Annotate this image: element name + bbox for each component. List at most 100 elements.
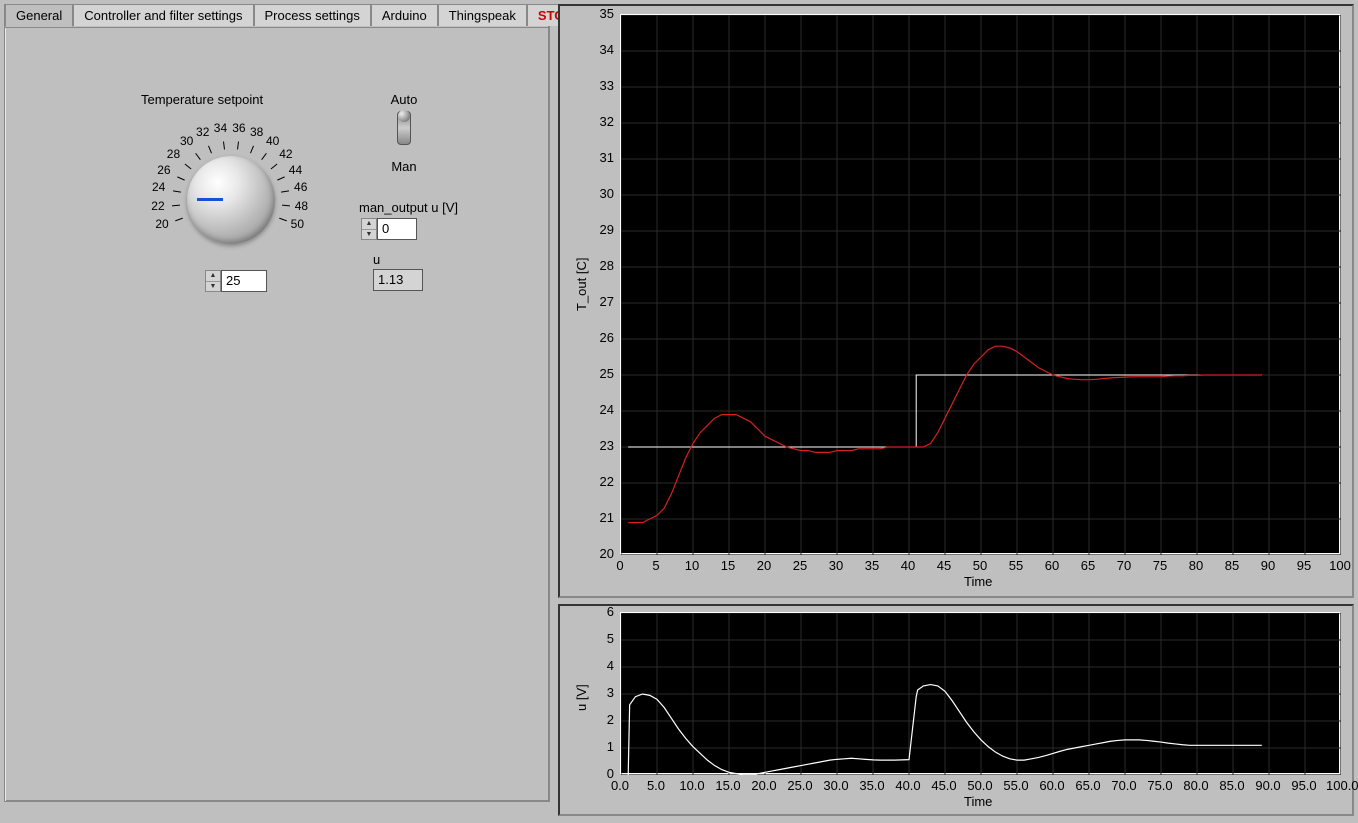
dial-tick-label: 34 bbox=[214, 121, 227, 135]
x-tick-label: 30 bbox=[822, 558, 850, 573]
dial-tick bbox=[282, 205, 290, 207]
y-tick-label: 29 bbox=[590, 222, 614, 237]
u-indicator-label: u bbox=[373, 252, 380, 267]
x-tick-label: 30.0 bbox=[822, 778, 850, 793]
x-tick-label: 90.0 bbox=[1254, 778, 1282, 793]
dial-tick bbox=[250, 146, 254, 154]
tab-controller-and-filter-settings[interactable]: Controller and filter settings bbox=[73, 4, 253, 26]
x-tick-label: 55.0 bbox=[1002, 778, 1030, 793]
x-tick-label: 50.0 bbox=[966, 778, 994, 793]
y-tick-label: 32 bbox=[590, 114, 614, 129]
toggle-auto-label: Auto bbox=[369, 92, 439, 107]
dial-tick-label: 38 bbox=[250, 125, 263, 139]
toggle-switch-icon[interactable] bbox=[397, 111, 411, 145]
dial-tick-label: 36 bbox=[232, 121, 245, 135]
x-tick-label: 45.0 bbox=[930, 778, 958, 793]
dial-tick-label: 22 bbox=[151, 199, 164, 213]
x-axis-label: Time bbox=[964, 794, 992, 809]
u-indicator-value: 1.13 bbox=[373, 269, 423, 291]
x-tick-label: 35.0 bbox=[858, 778, 886, 793]
y-tick-label: 31 bbox=[590, 150, 614, 165]
x-tick-label: 60.0 bbox=[1038, 778, 1066, 793]
dial-tick bbox=[279, 217, 287, 221]
temperature-dial[interactable]: 20222426283032343638404244464850 bbox=[141, 110, 321, 290]
y-tick-label: 22 bbox=[590, 474, 614, 489]
x-tick-label: 65.0 bbox=[1074, 778, 1102, 793]
y-tick-label: 4 bbox=[590, 658, 614, 673]
spinner-man-output[interactable]: ▲ ▼ bbox=[361, 218, 377, 240]
dial-tick-label: 46 bbox=[294, 180, 307, 194]
y-tick-label: 28 bbox=[590, 258, 614, 273]
x-tick-label: 20.0 bbox=[750, 778, 778, 793]
tab-thingspeak[interactable]: Thingspeak bbox=[438, 4, 527, 26]
tab-content-general: Temperature setpoint 2022242628303234363… bbox=[5, 27, 549, 801]
man-output-field[interactable]: ▲ ▼ 0 bbox=[361, 218, 417, 240]
toggle-man-label: Man bbox=[369, 159, 439, 174]
man-output-input[interactable]: 0 bbox=[377, 218, 417, 240]
x-tick-label: 70 bbox=[1110, 558, 1138, 573]
x-tick-label: 15.0 bbox=[714, 778, 742, 793]
dial-tick bbox=[185, 163, 192, 169]
chevron-down-icon[interactable]: ▼ bbox=[362, 230, 376, 240]
y-tick-label: 5 bbox=[590, 631, 614, 646]
tab-arduino[interactable]: Arduino bbox=[371, 4, 438, 26]
chevron-down-icon[interactable]: ▼ bbox=[206, 282, 220, 292]
y-tick-label: 6 bbox=[590, 604, 614, 619]
spinner-dial-value[interactable]: ▲ ▼ bbox=[205, 270, 221, 292]
dial-tick bbox=[271, 163, 278, 169]
left-panel: GeneralController and filter settingsPro… bbox=[4, 4, 550, 802]
x-tick-label: 35 bbox=[858, 558, 886, 573]
x-tick-label: 40.0 bbox=[894, 778, 922, 793]
dial-tick-label: 24 bbox=[152, 180, 165, 194]
chart-u: 0.05.010.015.020.025.030.035.040.045.050… bbox=[558, 604, 1354, 816]
dial-tick-label: 28 bbox=[167, 147, 180, 161]
x-tick-label: 60 bbox=[1038, 558, 1066, 573]
y-tick-label: 2 bbox=[590, 712, 614, 727]
x-tick-label: 100.0 bbox=[1326, 778, 1354, 793]
auto-man-toggle[interactable]: Auto Man bbox=[369, 92, 439, 174]
tab-process-settings[interactable]: Process settings bbox=[254, 4, 371, 26]
dial-tick bbox=[195, 153, 201, 160]
y-axis-label: u [V] bbox=[574, 684, 589, 711]
x-tick-label: 70.0 bbox=[1110, 778, 1138, 793]
dial-tick-label: 44 bbox=[289, 163, 302, 177]
x-tick-label: 45 bbox=[930, 558, 958, 573]
chart-plot-area bbox=[620, 14, 1340, 554]
chevron-up-icon[interactable]: ▲ bbox=[206, 271, 220, 282]
x-tick-label: 5 bbox=[642, 558, 670, 573]
tab-general[interactable]: General bbox=[5, 4, 73, 27]
y-tick-label: 1 bbox=[590, 739, 614, 754]
y-tick-label: 30 bbox=[590, 186, 614, 201]
dial-value-input[interactable]: 25 bbox=[221, 270, 267, 292]
x-tick-label: 25.0 bbox=[786, 778, 814, 793]
dial-tick-label: 42 bbox=[279, 147, 292, 161]
y-axis-label: T_out [C] bbox=[574, 258, 589, 311]
dial-tick bbox=[237, 142, 239, 150]
x-tick-label: 75 bbox=[1146, 558, 1174, 573]
x-tick-label: 80.0 bbox=[1182, 778, 1210, 793]
x-tick-label: 15 bbox=[714, 558, 742, 573]
y-tick-label: 23 bbox=[590, 438, 614, 453]
x-tick-label: 85.0 bbox=[1218, 778, 1246, 793]
x-tick-label: 95.0 bbox=[1290, 778, 1318, 793]
dial-tick-label: 26 bbox=[157, 163, 170, 177]
u-indicator-field: 1.13 bbox=[373, 269, 423, 291]
dial-value-field[interactable]: ▲ ▼ 25 bbox=[205, 270, 267, 292]
dial-tick bbox=[261, 153, 267, 160]
y-tick-label: 33 bbox=[590, 78, 614, 93]
dial-knob[interactable] bbox=[187, 156, 275, 244]
dial-tick bbox=[175, 217, 183, 221]
y-tick-label: 34 bbox=[590, 42, 614, 57]
dial-tick bbox=[173, 190, 181, 192]
x-tick-label: 75.0 bbox=[1146, 778, 1174, 793]
dial-tick bbox=[223, 142, 225, 150]
chevron-up-icon[interactable]: ▲ bbox=[362, 219, 376, 230]
dial-pointer bbox=[197, 198, 223, 201]
x-tick-label: 20 bbox=[750, 558, 778, 573]
dial-tick-label: 40 bbox=[266, 134, 279, 148]
dial-tick bbox=[177, 176, 185, 180]
dial-tick-label: 48 bbox=[295, 199, 308, 213]
y-tick-label: 26 bbox=[590, 330, 614, 345]
chart-tout: 0510152025303540455055606570758085909510… bbox=[558, 4, 1354, 598]
x-tick-label: 65 bbox=[1074, 558, 1102, 573]
